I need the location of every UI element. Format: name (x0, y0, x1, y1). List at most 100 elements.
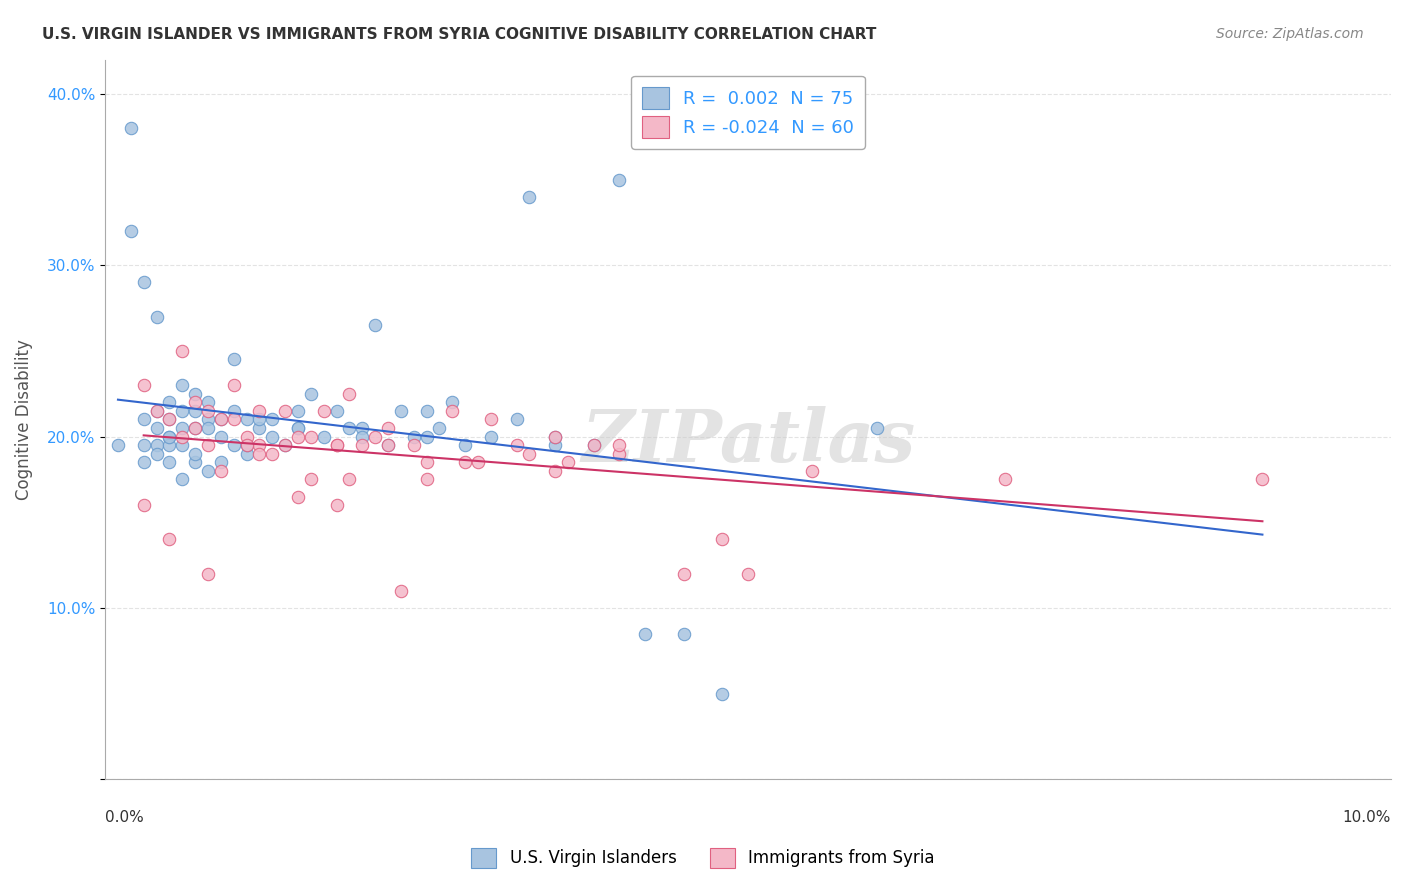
Point (479, 412, 502, 426)
Point (557, 455, 579, 469)
Point (184, 386, 207, 401)
Point (157, 412, 180, 426)
Point (389, 583, 412, 598)
Point (222, 438, 245, 452)
Point (184, 421, 207, 435)
Point (157, 412, 180, 426)
Point (312, 404, 335, 418)
Point (415, 429, 437, 443)
Point (377, 421, 399, 435)
Point (994, 472, 1017, 486)
Point (711, 687, 734, 701)
Point (582, 438, 605, 452)
Point (274, 438, 297, 452)
Text: 0.0%: 0.0% (105, 811, 143, 825)
Point (222, 412, 245, 426)
Point (262, 412, 284, 426)
Point (249, 404, 271, 418)
Point (157, 395, 180, 409)
Y-axis label: Cognitive Disability: Cognitive Disability (15, 339, 32, 500)
Point (467, 455, 489, 469)
Legend: R =  0.002  N = 75, R = -0.024  N = 60: R = 0.002 N = 75, R = -0.024 N = 60 (631, 76, 865, 149)
Point (274, 438, 297, 452)
Point (145, 438, 167, 452)
Point (544, 438, 567, 452)
Point (364, 429, 387, 443)
Point (519, 189, 541, 203)
Point (209, 455, 232, 469)
Point (352, 438, 374, 452)
Point (325, 438, 347, 452)
Point (389, 404, 412, 418)
Point (107, 438, 129, 452)
Point (132, 438, 155, 452)
Point (197, 464, 219, 478)
Point (197, 404, 219, 418)
Point (197, 438, 219, 452)
Point (157, 429, 180, 443)
Point (209, 412, 232, 426)
Point (505, 412, 527, 426)
Point (157, 438, 180, 452)
Point (145, 310, 167, 324)
Text: 10.0%: 10.0% (1343, 811, 1391, 825)
Point (132, 412, 155, 426)
Point (145, 447, 167, 461)
Point (582, 438, 605, 452)
Point (249, 412, 271, 426)
Point (145, 404, 167, 418)
Point (132, 498, 155, 512)
Point (339, 472, 361, 486)
Point (287, 429, 309, 443)
Point (209, 464, 232, 478)
Point (184, 421, 207, 435)
Point (145, 421, 167, 435)
Point (172, 472, 194, 486)
Point (209, 412, 232, 426)
Point (222, 404, 245, 418)
Point (132, 378, 155, 392)
Point (454, 438, 477, 452)
Point (197, 412, 219, 426)
Point (544, 429, 567, 443)
Point (415, 404, 437, 418)
Point (184, 395, 207, 409)
Point (235, 438, 257, 452)
Point (197, 395, 219, 409)
Point (672, 626, 695, 640)
Point (145, 404, 167, 418)
Point (711, 533, 734, 547)
Point (402, 438, 425, 452)
Point (235, 438, 257, 452)
Point (235, 447, 257, 461)
Point (544, 464, 567, 478)
Point (157, 429, 180, 443)
Point (287, 421, 309, 435)
Point (634, 626, 657, 640)
Point (249, 438, 271, 452)
Point (609, 447, 631, 461)
Point (120, 121, 142, 136)
Point (415, 455, 437, 469)
Point (197, 566, 219, 581)
Point (339, 421, 361, 435)
Point (429, 421, 451, 435)
Point (352, 421, 374, 435)
Point (157, 533, 180, 547)
Legend: U.S. Virgin Islanders, Immigrants from Syria: U.S. Virgin Islanders, Immigrants from S… (464, 841, 942, 875)
Point (262, 447, 284, 461)
Point (184, 404, 207, 418)
Point (479, 429, 502, 443)
Point (402, 429, 425, 443)
Point (120, 224, 142, 238)
Point (299, 429, 322, 443)
Point (519, 447, 541, 461)
Point (325, 438, 347, 452)
Point (172, 421, 194, 435)
Point (672, 566, 695, 581)
Point (172, 429, 194, 443)
Point (172, 378, 194, 392)
Point (222, 352, 245, 367)
Point (801, 464, 824, 478)
Text: Source: ZipAtlas.com: Source: ZipAtlas.com (1216, 27, 1364, 41)
